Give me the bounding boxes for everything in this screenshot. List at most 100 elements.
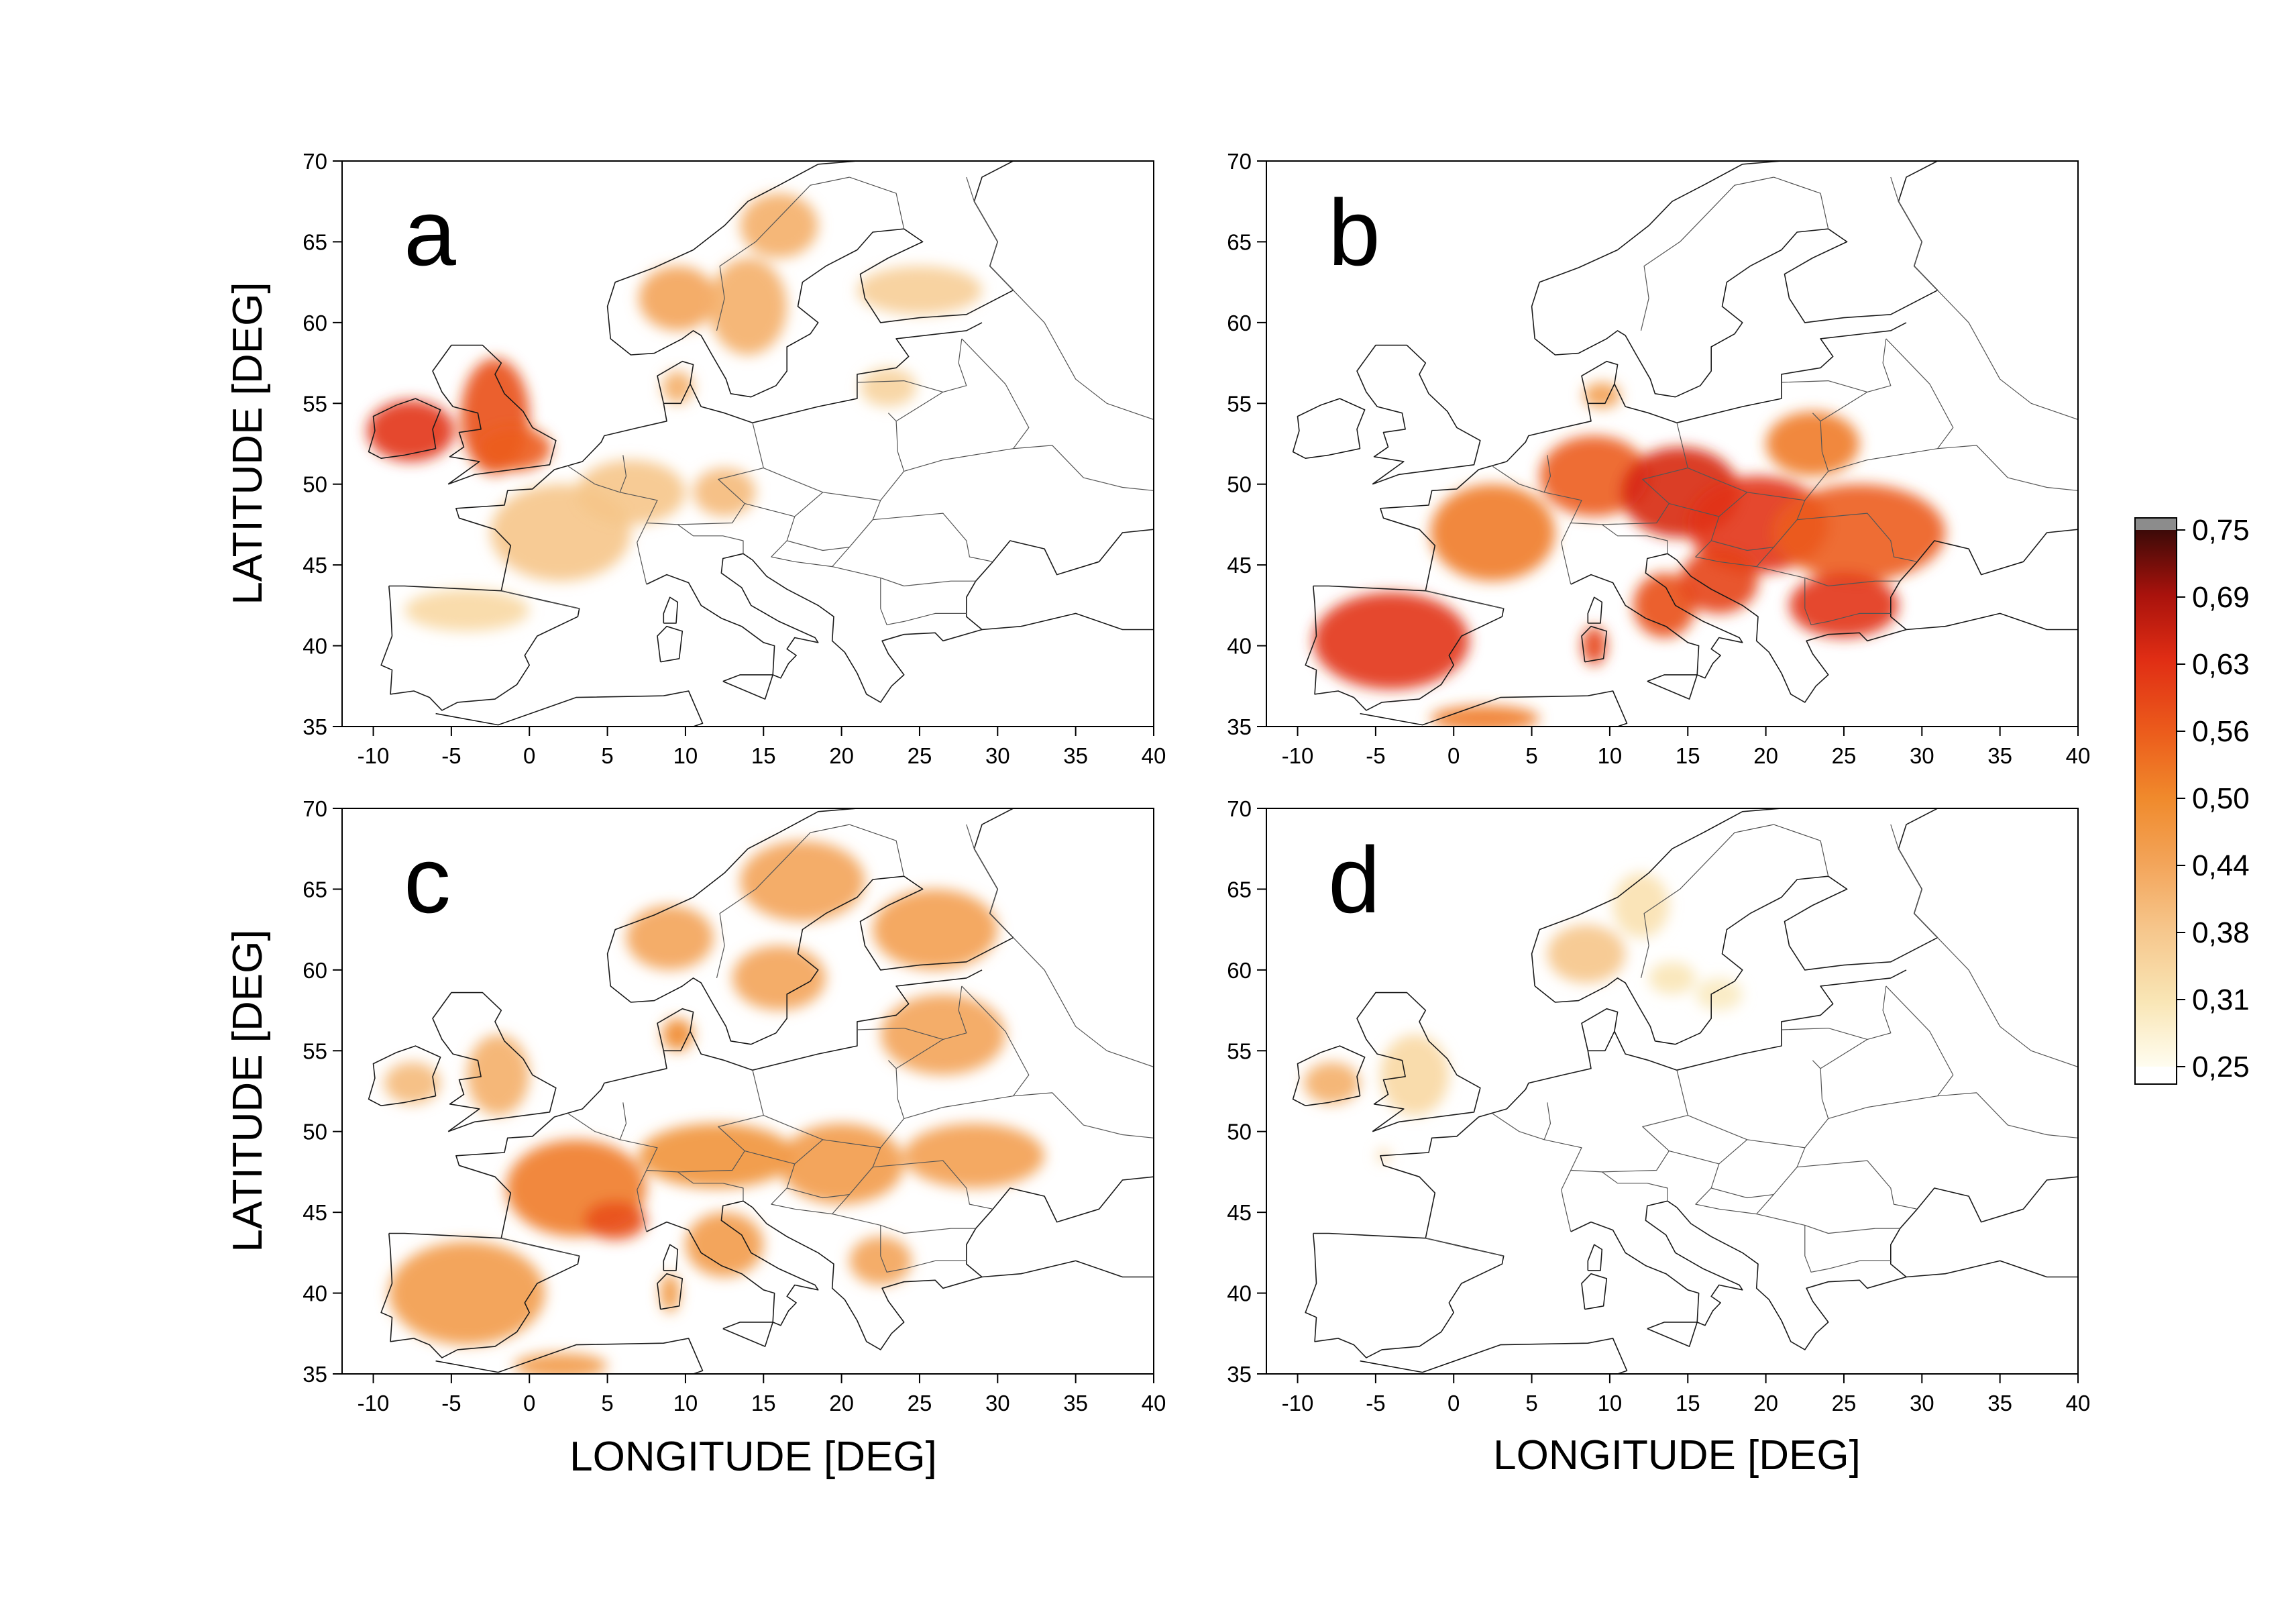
country-border bbox=[1756, 1214, 1900, 1234]
heat-blob bbox=[740, 841, 865, 922]
y-tick-label: 45 bbox=[303, 553, 327, 578]
x-tick-label: 5 bbox=[601, 1391, 613, 1415]
heat-blob bbox=[514, 1352, 608, 1374]
heat-blob bbox=[732, 945, 826, 1011]
coastline bbox=[1906, 1260, 2078, 1278]
country-border bbox=[786, 500, 881, 551]
country-border bbox=[1885, 338, 1954, 449]
country-border bbox=[677, 1070, 764, 1173]
y-tick-label: 50 bbox=[303, 1120, 327, 1144]
coastline bbox=[1356, 344, 1481, 485]
country-border bbox=[966, 824, 1014, 939]
heat-blob bbox=[1680, 549, 1758, 614]
y-tick-label: 50 bbox=[1227, 1120, 1252, 1144]
country-border bbox=[1797, 513, 1918, 562]
map-panel-b: -10 -5 0 5 10 15 20 25 30 35 40 35 40 45 50 55 60 65 70 b bbox=[1227, 149, 2090, 768]
coastline bbox=[981, 1260, 1154, 1278]
country-border bbox=[1013, 290, 1154, 420]
y-tick-label: 35 bbox=[1227, 1362, 1252, 1387]
coastline bbox=[1380, 322, 1907, 591]
heat-blob bbox=[860, 368, 917, 407]
heat-blob bbox=[1649, 961, 1696, 994]
colorbar-tick-label: 0,44 bbox=[2192, 849, 2250, 882]
heat-blob bbox=[626, 905, 714, 970]
heat-blob bbox=[740, 193, 818, 258]
heat-layer bbox=[367, 193, 983, 631]
country-border bbox=[857, 1028, 944, 1040]
x-tick-label: 0 bbox=[523, 743, 535, 768]
country-border bbox=[1570, 1169, 1668, 1201]
plot-frame bbox=[341, 808, 1154, 1375]
country-border bbox=[1710, 1147, 1806, 1199]
country-border bbox=[873, 1160, 993, 1210]
country-border bbox=[1543, 455, 1551, 493]
country-border bbox=[677, 423, 764, 525]
coastline bbox=[1305, 1232, 1505, 1358]
country-border bbox=[1425, 1238, 1504, 1257]
x-tick-label: 30 bbox=[1910, 743, 1934, 768]
country-border bbox=[1492, 1113, 1582, 1232]
map-panel-a: -10 -5 0 5 10 15 20 25 30 35 40 35 40 45 50 55 60 65 70 a bbox=[303, 149, 1166, 768]
x-tick-label: -5 bbox=[441, 743, 461, 768]
country-border bbox=[568, 1113, 658, 1232]
colorbar: 0,75 0,69 0,63 0,56 0,50 0,44 0,38 0,31 0,25 bbox=[2134, 514, 2250, 1085]
x-axis-ticks: -10 -5 0 5 10 15 20 25 30 35 40 bbox=[1282, 727, 2090, 768]
country-border bbox=[1773, 824, 1829, 877]
country-border bbox=[501, 590, 580, 609]
heat-blob bbox=[639, 1123, 795, 1188]
heat-blob bbox=[576, 460, 686, 525]
heat-layer bbox=[1313, 382, 1946, 727]
y-tick-label: 45 bbox=[303, 1200, 327, 1225]
country-border bbox=[1781, 1028, 1868, 1040]
coastline bbox=[663, 1244, 679, 1271]
country-border bbox=[895, 338, 967, 422]
country-border bbox=[1602, 423, 1688, 525]
y-tick-label: 45 bbox=[1227, 1200, 1252, 1225]
x-tick-label: 0 bbox=[523, 1391, 535, 1415]
country-border bbox=[1710, 500, 1806, 551]
x-tick-label: 40 bbox=[1142, 1391, 1166, 1415]
heat-blob bbox=[1695, 977, 1743, 1011]
coastline-layer bbox=[368, 808, 1154, 1374]
y-tick-label: 60 bbox=[1227, 311, 1252, 335]
coastline bbox=[1588, 384, 1615, 405]
country-border bbox=[1820, 338, 1892, 422]
coastline bbox=[743, 529, 1154, 703]
coastline bbox=[455, 969, 983, 1238]
country-border bbox=[1492, 466, 1582, 585]
coastline bbox=[663, 1031, 691, 1052]
x-tick-label: 25 bbox=[908, 743, 932, 768]
heat-blob bbox=[1612, 873, 1670, 938]
panel-letter: c bbox=[404, 827, 451, 932]
plot-frame bbox=[341, 160, 1154, 727]
coastline bbox=[1570, 553, 1743, 679]
country-border bbox=[1797, 1160, 1918, 1210]
heat-blob bbox=[388, 1241, 545, 1345]
x-tick-label: 15 bbox=[1676, 1391, 1700, 1415]
coastline bbox=[722, 674, 774, 700]
y-tick-label: 60 bbox=[303, 311, 327, 335]
heat-blob bbox=[1430, 705, 1540, 727]
y-tick-label: 65 bbox=[1227, 229, 1252, 254]
x-tick-label: 20 bbox=[829, 1391, 854, 1415]
heat-blob bbox=[904, 1123, 1045, 1188]
coastline bbox=[368, 1045, 441, 1107]
heat-blob bbox=[467, 1034, 530, 1116]
heat-blob bbox=[857, 266, 983, 315]
y-tick-label: 45 bbox=[1227, 553, 1252, 578]
x-axis-ticks: -10 -5 0 5 10 15 20 25 30 35 40 bbox=[358, 1374, 1166, 1415]
country-border bbox=[1828, 1092, 2078, 1138]
colorbar-tick-label: 0,25 bbox=[2192, 1051, 2250, 1083]
y-tick-label: 60 bbox=[303, 958, 327, 983]
heat-blob bbox=[639, 266, 717, 331]
x-tick-label: -10 bbox=[358, 1391, 390, 1415]
heat-blob bbox=[708, 258, 787, 356]
heat-blob bbox=[662, 1018, 694, 1051]
heat-blob bbox=[1773, 484, 1946, 582]
country-border bbox=[849, 824, 905, 877]
y-tick-label: 55 bbox=[303, 1038, 327, 1063]
country-border bbox=[501, 1238, 580, 1257]
country-border bbox=[1695, 540, 1774, 568]
country-border bbox=[1820, 985, 1892, 1069]
x-axis-title-right: LONGITUDE [DEG] bbox=[1493, 1432, 1861, 1479]
